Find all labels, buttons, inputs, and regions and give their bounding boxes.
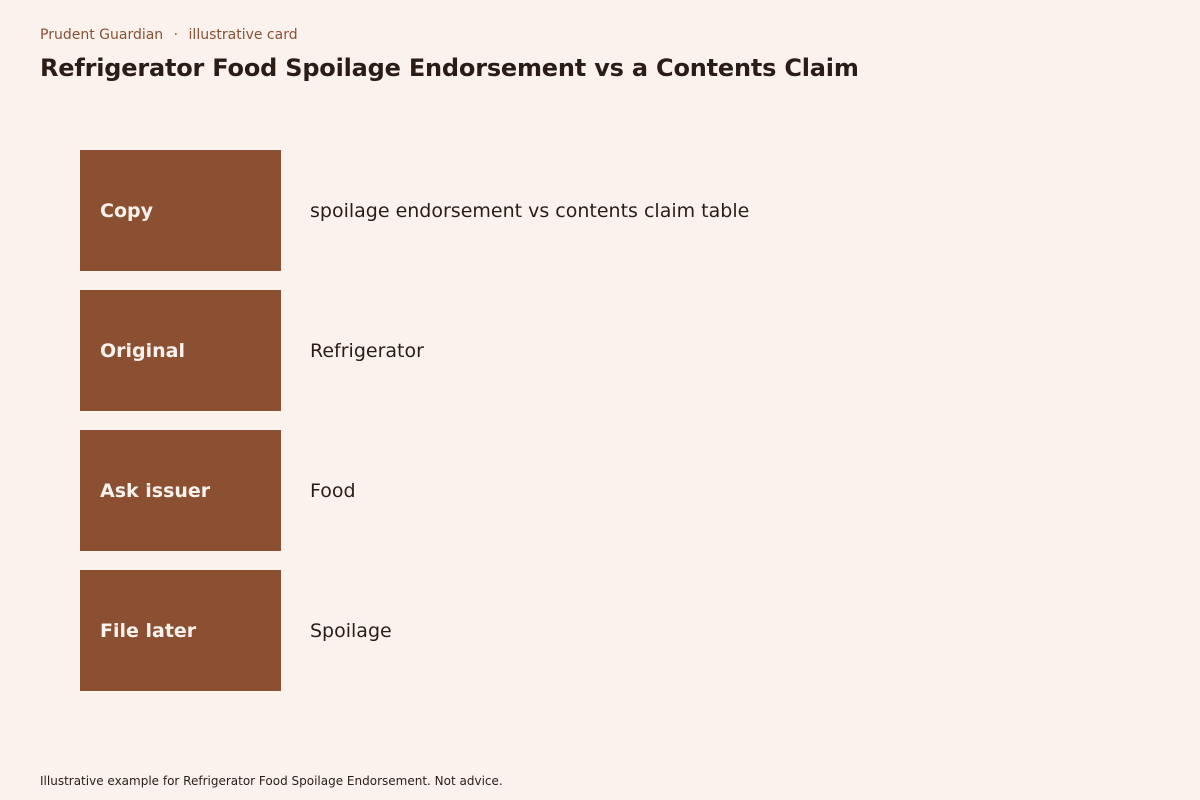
row-file-later: File later Spoilage: [80, 570, 749, 691]
row-value: Food: [310, 479, 356, 502]
row-value: Refrigerator: [310, 339, 424, 362]
disclaimer-footnote: Illustrative example for Refrigerator Fo…: [40, 774, 503, 788]
row-label: Copy: [80, 150, 281, 271]
page-title: Refrigerator Food Spoilage Endorsement v…: [40, 54, 859, 82]
row-copy: Copy spoilage endorsement vs contents cl…: [80, 150, 749, 271]
row-label: Ask issuer: [80, 430, 281, 551]
row-value: spoilage endorsement vs contents claim t…: [310, 199, 750, 222]
eyebrow-separator: ·: [173, 27, 179, 43]
brand-name: Prudent Guardian: [40, 27, 164, 43]
comparison-rows: Copy spoilage endorsement vs contents cl…: [80, 150, 749, 710]
row-label: File later: [80, 570, 281, 691]
card-tag: illustrative card: [188, 27, 298, 43]
row-label: Original: [80, 290, 281, 411]
row-value: Spoilage: [310, 619, 392, 642]
row-ask-issuer: Ask issuer Food: [80, 430, 749, 551]
row-original: Original Refrigerator: [80, 290, 749, 411]
card-eyebrow: Prudent Guardian · illustrative card: [40, 27, 298, 43]
